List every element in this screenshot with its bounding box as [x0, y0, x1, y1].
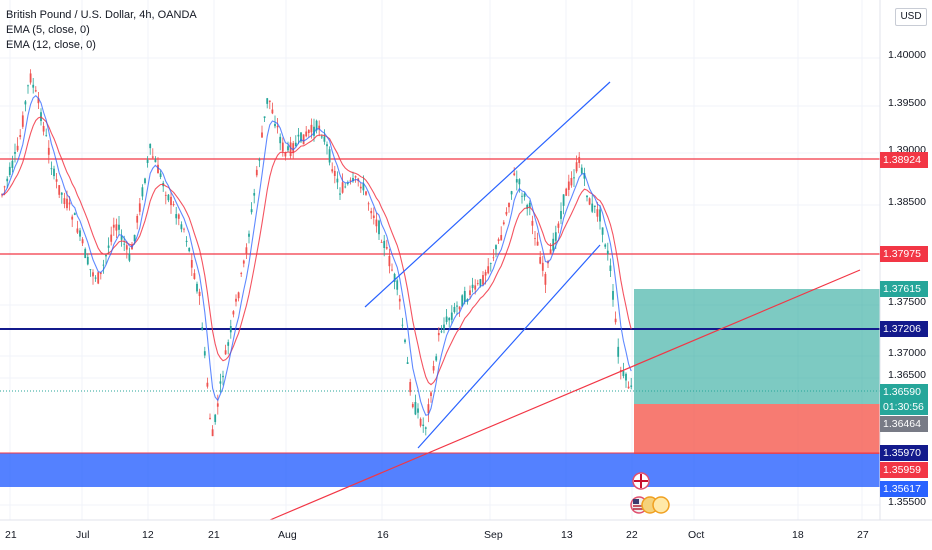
ema-12-legend[interactable]: EMA (12, close, 0) — [6, 39, 96, 51]
time-tick: 21 — [5, 529, 17, 541]
time-tick: Oct — [688, 529, 704, 541]
price-tag-current: 1.36590 — [880, 384, 928, 400]
price-tick: 1.39500 — [888, 97, 926, 109]
price-tick: 1.35500 — [888, 496, 926, 508]
time-tick: 22 — [626, 529, 638, 541]
blue-support-zone[interactable] — [0, 453, 880, 487]
time-tick: 12 — [142, 529, 154, 541]
countdown-timer: 01:30:56 — [880, 399, 928, 415]
time-tick: Sep — [484, 529, 503, 541]
symbol-title[interactable]: British Pound / U.S. Dollar, 4h, OANDA — [6, 9, 197, 21]
price-tag-entry: 1.36464 — [880, 416, 928, 432]
ema-5-legend[interactable]: EMA (5, close, 0) — [6, 24, 90, 36]
price-tick: 1.38500 — [888, 196, 926, 208]
channel-upper-trendline[interactable] — [364, 81, 611, 308]
price-tag-pivot: 1.37206 — [880, 321, 928, 337]
time-tick: 21 — [208, 529, 220, 541]
time-tick: Jul — [76, 529, 89, 541]
channel-lower-trendline[interactable] — [417, 244, 601, 449]
economic-events[interactable] — [630, 472, 670, 514]
time-tick: Aug — [278, 529, 297, 541]
candlesticks — [1, 69, 633, 437]
price-tick: 1.36500 — [888, 369, 926, 381]
time-tick: 13 — [561, 529, 573, 541]
ema-5-line[interactable] — [1, 94, 632, 416]
chart-grid — [0, 0, 880, 520]
price-tick: 1.37500 — [888, 296, 926, 308]
price-tag-target: 1.37615 — [880, 281, 928, 297]
price-tag-stop: 1.35959 — [880, 462, 928, 478]
price-tick: 1.40000 — [888, 49, 926, 61]
rising-support-trendline[interactable] — [269, 269, 861, 521]
event-icon-3[interactable] — [652, 496, 670, 514]
time-axis[interactable]: 21 Jul 12 21 Aug 16 Sep 13 22 Oct 18 27 — [0, 519, 932, 550]
price-tick: 1.37000 — [888, 347, 926, 359]
ema-12-line[interactable] — [1, 116, 632, 386]
price-tag-resistance-1: 1.38924 — [880, 152, 928, 168]
currency-badge[interactable]: USD — [895, 8, 927, 26]
take-profit-zone[interactable] — [634, 289, 880, 404]
time-tick: 16 — [377, 529, 389, 541]
chart-legend[interactable]: British Pound / U.S. Dollar, 4h, OANDA E… — [6, 8, 197, 53]
price-tag-zone-top: 1.35970 — [880, 445, 928, 461]
time-tick: 27 — [857, 529, 869, 541]
time-tick: 18 — [792, 529, 804, 541]
price-tag-zone-bottom: 1.35617 — [880, 481, 928, 497]
price-tag-resistance-2: 1.37975 — [880, 246, 928, 262]
stop-loss-zone[interactable] — [634, 404, 880, 454]
